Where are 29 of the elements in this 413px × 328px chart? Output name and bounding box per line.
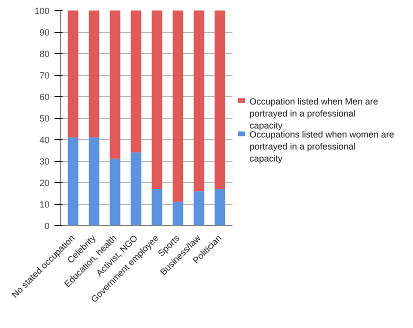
legend-label: Occupation listed when Men are portrayed in a professional capacity xyxy=(250,96,378,130)
bar xyxy=(88,137,100,226)
bar xyxy=(130,10,142,152)
bar xyxy=(68,10,78,138)
bar xyxy=(152,188,162,226)
y-tick-label: 100 xyxy=(34,6,50,16)
bar xyxy=(214,10,226,189)
y-tick-label: 40 xyxy=(39,135,50,145)
bar xyxy=(172,202,184,226)
y-tick-label: 10 xyxy=(39,200,50,210)
bar xyxy=(110,158,120,226)
bar xyxy=(152,10,162,189)
bar xyxy=(194,10,204,192)
y-tick-label: 20 xyxy=(39,178,50,188)
y-tick-label: 30 xyxy=(39,156,50,166)
bar xyxy=(88,10,100,138)
y-tick-label: 80 xyxy=(39,49,50,59)
y-tick-label: 0 xyxy=(44,221,50,231)
bar xyxy=(172,10,184,202)
bar xyxy=(214,188,226,226)
y-tick-label: 90 xyxy=(39,28,50,38)
y-tick-label: 50 xyxy=(39,114,50,124)
bar xyxy=(194,191,204,226)
y-tick-label: 70 xyxy=(39,70,50,80)
y-tick-label: 60 xyxy=(39,92,50,102)
bar xyxy=(110,10,120,159)
bar xyxy=(68,137,78,226)
bar xyxy=(130,152,142,226)
legend-label: Occupations listed when women are portrayed in a professional capacity xyxy=(250,130,394,164)
